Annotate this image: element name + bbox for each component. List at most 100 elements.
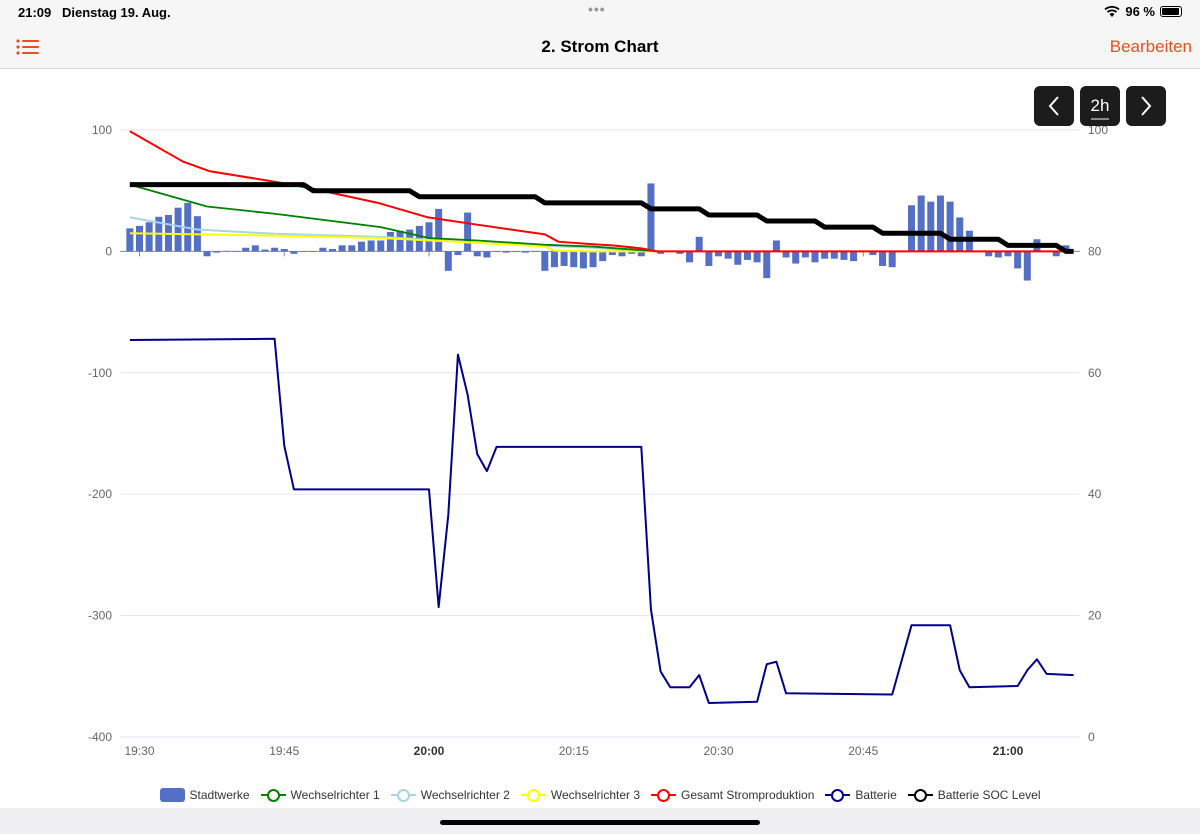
status-time: 21:09 <box>18 5 52 20</box>
stadtwerke-bar <box>145 222 153 252</box>
legend-gesamt[interactable]: Gesamt Stromproduktion <box>651 788 814 802</box>
status-date: Dienstag 19. Aug. <box>62 5 171 20</box>
y-right-tick-label: 60 <box>1088 366 1102 380</box>
status-bar: 21:09 Dienstag 19. Aug. ••• 96 % <box>0 0 1200 27</box>
legend-bar-swatch <box>159 788 185 802</box>
legend-label: Wechselrichter 3 <box>550 788 641 802</box>
legend-line-swatch <box>825 788 851 802</box>
stadtwerke-bar <box>705 251 713 266</box>
stadtwerke-bar <box>599 251 607 262</box>
stadtwerke-bar <box>830 251 838 259</box>
stadtwerke-bar <box>994 251 1002 258</box>
stadtwerke-bar <box>792 251 800 264</box>
multitasking-dots[interactable]: ••• <box>588 1 606 17</box>
legend-batterie[interactable]: Batterie <box>825 788 897 802</box>
stadtwerke-bar <box>435 208 443 252</box>
x-tick-label: 19:45 <box>269 744 299 758</box>
stadtwerke-bar <box>570 251 578 268</box>
stadtwerke-bar <box>801 251 809 258</box>
stadtwerke-bar <box>734 251 742 265</box>
wechselrichter-1-line <box>129 183 661 253</box>
next-range-button[interactable] <box>1126 86 1166 126</box>
stadtwerke-bar <box>126 228 134 252</box>
y-left-tick-label: -400 <box>88 730 112 744</box>
legend-wechselrichter-2[interactable]: Wechselrichter 2 <box>390 788 510 802</box>
chevron-right-icon <box>1141 96 1152 116</box>
range-label: 2h <box>1090 96 1110 115</box>
stadtwerke-bar <box>309 251 317 252</box>
chart-legend: Stadtwerke Wechselrichter 1 Wechselricht… <box>0 788 1200 802</box>
stadtwerke-bar <box>753 251 761 263</box>
legend-wechselrichter-3[interactable]: Wechselrichter 3 <box>520 788 641 802</box>
stadtwerke-bar <box>136 225 143 252</box>
y-right-tick-label: 0 <box>1088 730 1095 744</box>
stadtwerke-bar <box>821 251 829 259</box>
y-left-tick-label: -100 <box>88 366 112 380</box>
y-left-tick-label: 0 <box>105 244 112 258</box>
stadtwerke-bar <box>628 251 636 254</box>
legend-line-swatch <box>390 788 416 802</box>
home-area <box>0 808 1200 834</box>
stadtwerke-bar <box>444 251 452 271</box>
wechselrichter-3-line <box>129 232 661 253</box>
home-indicator[interactable] <box>440 820 760 825</box>
wifi-icon <box>1104 5 1120 17</box>
stadtwerke-bar <box>956 217 964 252</box>
stadtwerke-bar <box>203 251 211 257</box>
stadtwerke-bar <box>396 230 404 252</box>
prev-range-button[interactable] <box>1034 86 1074 126</box>
stadtwerke-bar <box>232 251 240 252</box>
stadtwerke-bar <box>657 251 665 254</box>
stadtwerke-bar <box>811 251 819 263</box>
stadtwerke-bar <box>985 251 993 257</box>
stadtwerke-bar <box>348 245 356 252</box>
x-tick-label: 21:00 <box>993 744 1024 758</box>
strom-chart: 100 100 0 80 -100 60 -200 40 -300 20 -400 0 19:30 19:… <box>88 123 1108 758</box>
range-underline <box>1091 118 1109 120</box>
stadtwerke-bar <box>936 195 944 252</box>
legend-stadtwerke[interactable]: Stadtwerke <box>159 788 250 802</box>
stadtwerke-bar <box>425 222 433 252</box>
range-select-button[interactable]: 2h <box>1080 86 1120 126</box>
stadtwerke-bar <box>908 205 915 252</box>
nav-bar: 2. Strom Chart Bearbeiten <box>0 27 1200 69</box>
legend-line-swatch <box>260 788 286 802</box>
stadtwerke-bar <box>763 251 771 279</box>
stadtwerke-bar <box>464 212 472 252</box>
status-right: 96 % <box>1104 4 1182 19</box>
stadtwerke-bar <box>917 195 925 252</box>
stadtwerke-bar <box>367 240 375 252</box>
stadtwerke-bar <box>174 207 182 252</box>
legend-wechselrichter-1[interactable]: Wechselrichter 1 <box>260 788 380 802</box>
stadtwerke-bar <box>560 251 568 266</box>
stadtwerke-bar <box>522 251 529 253</box>
stadtwerke-bar <box>329 248 336 252</box>
legend-label: Wechselrichter 1 <box>290 788 380 802</box>
stadtwerke-bar <box>1052 251 1060 257</box>
y-right-tick-label: 20 <box>1088 609 1102 623</box>
stadtwerke-bar <box>271 247 279 252</box>
stadtwerke-bar <box>1014 251 1022 269</box>
legend-label: Batterie <box>855 788 897 802</box>
list-menu-icon[interactable] <box>16 37 40 57</box>
edit-button[interactable]: Bearbeiten <box>1109 37 1192 56</box>
wechselrichter-2-line <box>129 216 652 253</box>
stadtwerke-bar <box>879 251 887 266</box>
stadtwerke-bar <box>772 240 780 252</box>
stadtwerke-bar <box>242 247 250 252</box>
stadtwerke-bar <box>280 248 288 252</box>
y-left-tick-label: -300 <box>88 609 112 623</box>
stadtwerke-bar <box>676 251 684 254</box>
stadtwerke-bar <box>695 236 703 252</box>
stadtwerke-bar <box>261 249 269 252</box>
stadtwerke-bar <box>1023 251 1031 281</box>
x-tick-label: 20:15 <box>559 744 589 758</box>
batterie-soc-line <box>129 182 1074 254</box>
stadtwerke-bar <box>300 251 308 252</box>
stadtwerke-bar <box>502 251 510 253</box>
stadtwerke-bar <box>608 251 616 256</box>
legend-soc[interactable]: Batterie SOC Level <box>907 788 1040 802</box>
stadtwerke-bar <box>946 201 954 252</box>
stadtwerke-bar <box>589 251 597 268</box>
stadtwerke-bar <box>637 251 645 257</box>
